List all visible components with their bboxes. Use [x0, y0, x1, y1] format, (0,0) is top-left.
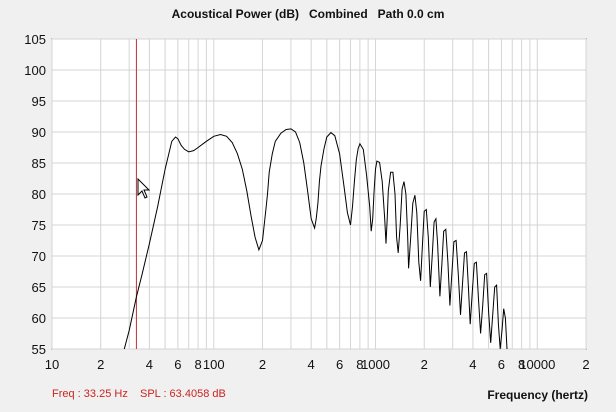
y-tick-labels: 55 60 65 70 75 80 85 90 95 100 105 — [24, 32, 46, 357]
series-line-combined — [123, 128, 508, 350]
y-tick-label: 75 — [32, 218, 46, 233]
y-tick-label: 95 — [32, 94, 46, 109]
y-tick-label: 85 — [32, 156, 46, 171]
y-tick-label: 65 — [32, 280, 46, 295]
y-tick-label: 60 — [32, 311, 46, 326]
arrow-pointer-icon — [137, 178, 151, 199]
y-tick-label: 70 — [32, 249, 46, 264]
x-tick-label: 10 — [45, 357, 59, 372]
x-tick-label: 6 — [336, 357, 343, 372]
x-tick-label: 100 — [203, 357, 225, 372]
x-tick-label: 2 — [97, 357, 104, 372]
status-frequency: Freq : 33.25 Hz — [52, 388, 128, 400]
x-axis-title: Frequency (hertz) — [487, 388, 588, 402]
x-tick-label: 10000 — [519, 357, 555, 372]
chart-title: Acoustical Power (dB) Combined Path 0.0 … — [171, 7, 445, 21]
x-tick-label: 2 — [259, 357, 266, 372]
x-tick-label: 1000 — [361, 357, 390, 372]
x-tick-label: 8 — [356, 357, 363, 372]
x-tick-label: 2 — [582, 357, 589, 372]
y-tick-label: 55 — [32, 342, 46, 357]
y-tick-label: 100 — [24, 63, 46, 78]
x-tick-label: 6 — [498, 357, 505, 372]
x-tick-label: 8 — [518, 357, 525, 372]
x-tick-label: 4 — [146, 357, 153, 372]
x-tick-label: 4 — [308, 357, 315, 372]
x-tick-label: 6 — [174, 357, 181, 372]
x-tick-label: 4 — [469, 357, 476, 372]
x-tick-label: 8 — [194, 357, 201, 372]
y-tick-label: 90 — [32, 125, 46, 140]
y-tick-label: 105 — [24, 32, 46, 47]
status-spl: SPL : 63.4058 dB — [140, 388, 226, 400]
x-tick-label: 2 — [421, 357, 428, 372]
y-tick-label: 80 — [32, 187, 46, 202]
